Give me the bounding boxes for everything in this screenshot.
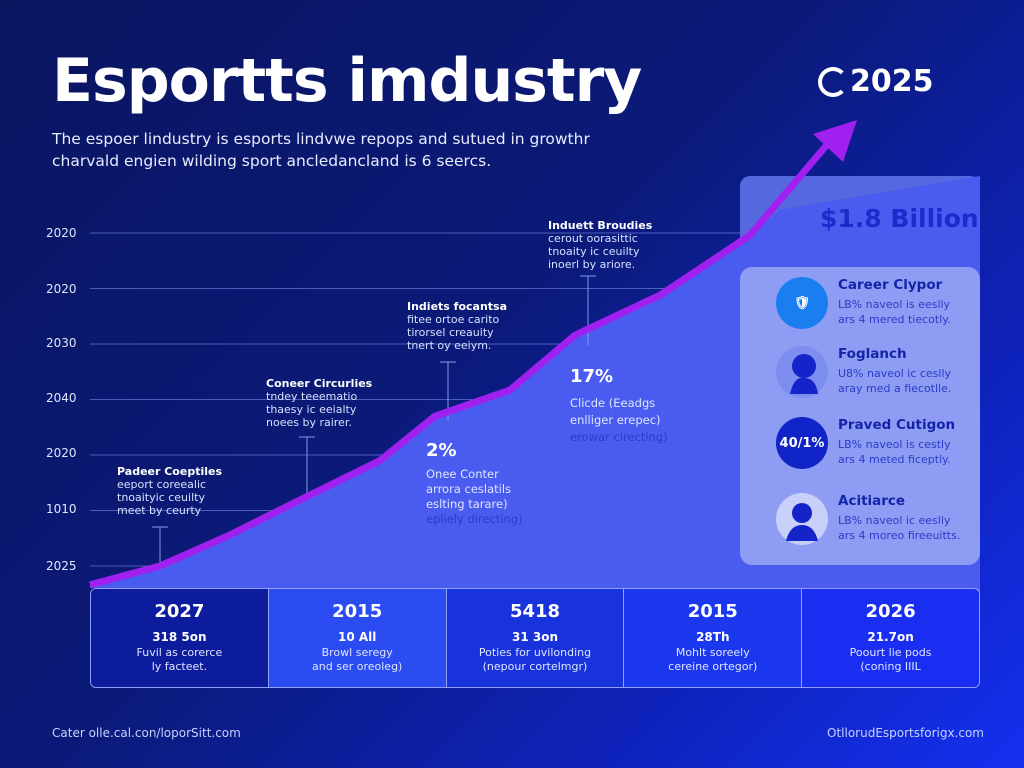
y-tick-label: 2025 <box>46 559 77 573</box>
subtitle: The espoer lindustry is esports lindvwe … <box>52 130 590 170</box>
annotation: Padeer Coeptiles eeport coreealic tnoaityi… <box>117 465 223 517</box>
year-text: 2025 <box>850 64 934 99</box>
y-tick-label: 2040 <box>46 391 77 405</box>
info-item: Acitiarce LB% naveol ic eeslly ars 4 moreo… <box>776 493 960 545</box>
arrow-head <box>813 120 857 162</box>
person-head-icon <box>776 346 828 398</box>
y-tick-label: 2030 <box>46 336 77 350</box>
y-tick-label: 2020 <box>46 282 77 296</box>
annotation: Induett Broudies cerout oorasittic tnoaity… <box>548 219 653 271</box>
info-item: 40/1% Praved Cutigon LB% naveol is cestly a… <box>776 417 955 469</box>
page-title: Esportts imdustry <box>52 46 642 116</box>
stat-cell: 2015 28Th Mohlt soreely cereine ortegor) <box>624 589 803 687</box>
stat-value: 2% <box>426 440 457 461</box>
year-badge: 2025 <box>818 64 934 99</box>
stat-block: 17% Clicde (Eeadgs enlliger erepec) erowar … <box>570 366 668 444</box>
info-item: Foglanch U8% naveol ic ceslly aray med a f… <box>776 346 951 398</box>
annotation: Indiets focantsa fitee ortoe carito tirors… <box>407 300 508 352</box>
stat-cell: 2026 21.7on Poourt lie pods (coning IIIL <box>802 589 979 687</box>
footer-left-link[interactable]: Cater olle.cal.con/loporSitt.com <box>52 726 241 740</box>
trophy-bag-icon: 🛡 <box>776 277 828 329</box>
y-tick-label: 2020 <box>46 226 77 240</box>
stat-cell: 5418 31 3on Poties for uvilonding (nepour c… <box>446 589 625 687</box>
clock-icon <box>818 66 848 97</box>
y-tick-label: 2020 <box>46 446 77 460</box>
y-tick-label: 1010 <box>46 502 77 516</box>
stats-row: 2027 318 5on Fuvil as corerce ly facteet. 2… <box>90 588 980 688</box>
audience-person-icon <box>776 493 828 545</box>
annotation: Coneer Circurlies tndey teeematio thaesy i… <box>266 377 373 429</box>
stat-cell: 2015 10 All Browl seregy and ser oreoleg) <box>268 589 447 687</box>
stat-cell: 2027 318 5on Fuvil as corerce ly facteet. <box>91 589 269 687</box>
stat-value: 17% <box>570 366 614 387</box>
info-item: 🛡 Career Clypor LB% naveol is eeslly ars 4 … <box>776 277 951 329</box>
footer-right-link[interactable]: OtllorudEsportsforigx.com <box>827 726 984 740</box>
stat-block: 2% Onee Conter arrora ceslatils eslting tar… <box>426 440 523 526</box>
headline-value: $1.8 Billion <box>820 204 979 233</box>
percent-badge-icon: 40/1% <box>776 417 828 469</box>
